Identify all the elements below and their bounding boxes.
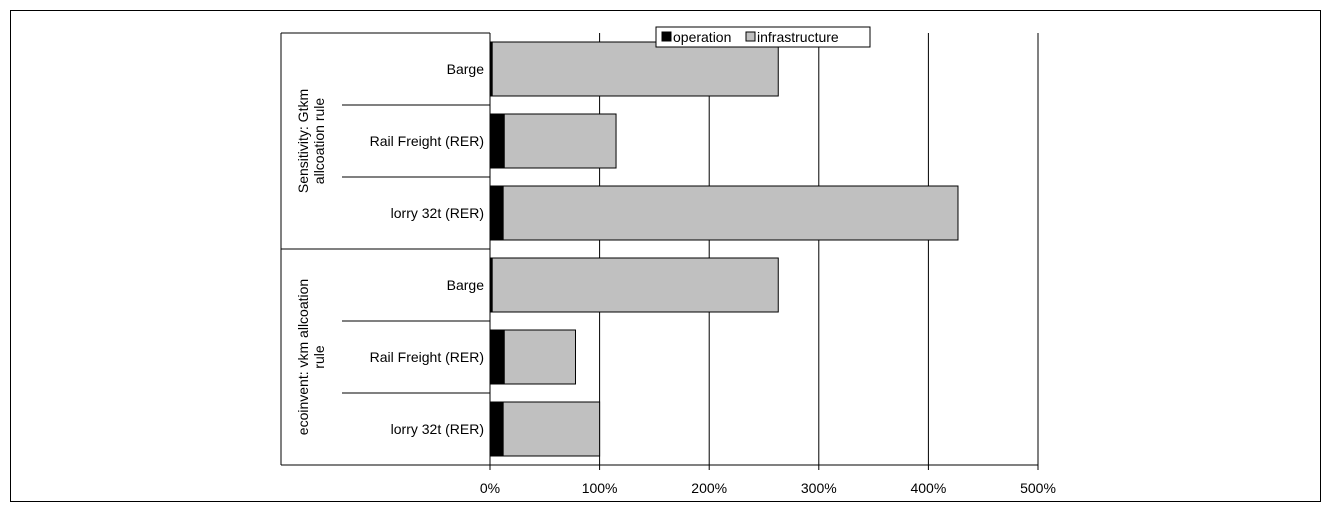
- bar-infrastructure: [503, 113, 617, 169]
- legend-label-infrastructure: infrastructure: [757, 29, 839, 45]
- category-label: Barge: [447, 277, 485, 293]
- x-tick-label: 300%: [801, 480, 837, 496]
- group-label: ecoinvent: vkm allcoation: [295, 279, 311, 435]
- category-label: Barge: [447, 61, 485, 77]
- group-label: rule: [311, 345, 327, 369]
- x-tick-label: 100%: [582, 480, 618, 496]
- bar-infrastructure: [491, 257, 779, 313]
- bar-infrastructure: [502, 401, 601, 457]
- group-label: Sensitivity: Gtkm: [295, 89, 311, 193]
- x-tick-label: 500%: [1020, 480, 1056, 496]
- bar-operation: [489, 401, 504, 457]
- category-label: Rail Freight (RER): [370, 349, 484, 365]
- bar-infrastructure: [491, 41, 779, 97]
- category-label: Rail Freight (RER): [370, 133, 484, 149]
- legend-swatch-operation: [661, 31, 672, 42]
- bar-operation: [489, 113, 505, 169]
- bar-infrastructure: [502, 185, 959, 241]
- category-label: lorry 32t (RER): [391, 421, 484, 437]
- x-tick-label: 0%: [480, 480, 500, 496]
- category-label: lorry 32t (RER): [391, 205, 484, 221]
- bar-operation: [489, 329, 505, 385]
- bar-operation: [489, 185, 504, 241]
- group-label: allcoation rule: [311, 98, 327, 185]
- legend-label-operation: operation: [673, 29, 731, 45]
- x-tick-label: 400%: [910, 480, 946, 496]
- bar-infrastructure: [503, 329, 576, 385]
- legend-box: [655, 26, 871, 48]
- x-tick-label: 200%: [691, 480, 727, 496]
- legend-swatch-infrastructure: [745, 31, 756, 42]
